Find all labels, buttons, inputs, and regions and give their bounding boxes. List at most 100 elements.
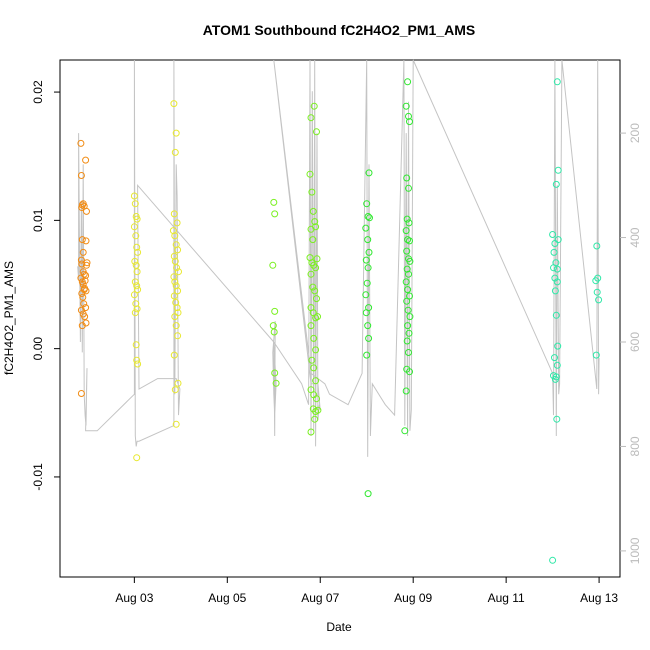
data-point <box>593 288 601 296</box>
data-point <box>82 237 90 245</box>
data-point <box>307 322 315 330</box>
data-point <box>553 278 561 286</box>
data-point <box>364 264 372 272</box>
data-point <box>77 306 85 314</box>
data-point <box>314 406 322 414</box>
data-point <box>311 415 319 423</box>
data-point <box>309 236 317 244</box>
scatter-points-layer <box>77 78 603 564</box>
data-point <box>173 219 181 227</box>
data-point <box>364 322 372 330</box>
data-point <box>309 207 317 215</box>
data-point <box>554 342 562 350</box>
data-point <box>132 261 140 269</box>
x-tick-label: Aug 11 <box>488 591 525 605</box>
data-point <box>404 236 412 244</box>
data-point <box>311 218 319 226</box>
data-point <box>365 334 373 342</box>
data-point <box>171 278 179 286</box>
data-point <box>131 278 139 286</box>
data-point <box>403 337 411 345</box>
data-point <box>77 139 85 147</box>
data-point <box>306 170 314 178</box>
data-point <box>363 279 371 287</box>
x-tick-label: Aug 13 <box>580 591 618 605</box>
data-point <box>130 192 138 200</box>
data-point <box>173 304 181 312</box>
x-tick-label: Aug 07 <box>301 591 339 605</box>
data-point <box>404 286 412 294</box>
data-point <box>130 223 138 231</box>
data-point <box>174 379 182 387</box>
data-point <box>313 255 321 263</box>
data-point <box>80 300 88 308</box>
data-point <box>270 328 278 336</box>
data-point <box>172 299 180 306</box>
data-point <box>402 102 410 110</box>
data-point <box>83 207 90 215</box>
data-point <box>307 428 315 436</box>
data-point <box>310 334 318 342</box>
x-axis: Aug 03 Aug 05 Aug 07 Aug 09 Aug 11 Aug 13 <box>115 577 618 605</box>
data-point <box>269 261 277 269</box>
data-point <box>172 241 180 249</box>
data-point <box>405 329 413 337</box>
chart-title: ATOM1 Southbound fC2H4O2_PM1_AMS <box>203 22 476 38</box>
data-point <box>308 188 316 196</box>
y-axis-left: -0.01 0.00 0.01 0.02 <box>31 80 60 491</box>
data-point <box>406 237 413 245</box>
data-point <box>269 322 277 330</box>
data-point <box>402 227 410 235</box>
data-point <box>133 215 141 223</box>
data-point <box>171 257 179 265</box>
data-point <box>309 283 317 291</box>
data-point <box>551 274 559 282</box>
data-point <box>131 200 139 208</box>
data-point <box>78 322 86 330</box>
data-point <box>552 311 560 319</box>
data-point <box>405 270 412 278</box>
data-point <box>272 379 280 387</box>
data-point <box>364 213 372 220</box>
data-point <box>403 247 411 255</box>
data-point <box>130 291 138 299</box>
y2-tick-label: 1000 <box>628 537 642 564</box>
data-point <box>313 295 320 303</box>
data-point <box>551 354 558 362</box>
data-point <box>271 210 279 218</box>
data-point <box>307 114 315 122</box>
data-point <box>550 264 557 272</box>
data-point <box>174 287 182 295</box>
y-tick-label: 0.02 <box>31 80 45 104</box>
data-point <box>170 100 178 108</box>
data-point <box>549 556 557 564</box>
data-point <box>403 174 411 182</box>
data-point <box>78 236 86 244</box>
data-point <box>311 287 319 295</box>
data-point <box>132 232 140 240</box>
data-point <box>362 309 370 317</box>
data-point <box>79 293 87 301</box>
data-point <box>363 200 371 208</box>
data-point <box>406 313 414 321</box>
data-point <box>313 395 320 403</box>
data-point <box>79 281 87 288</box>
data-point <box>312 314 320 322</box>
data-point <box>365 248 373 256</box>
data-point <box>405 184 412 192</box>
data-point <box>78 201 86 209</box>
data-point <box>592 351 600 359</box>
data-point <box>362 291 370 299</box>
y2-tick-label: 800 <box>628 436 642 456</box>
data-point <box>312 377 320 385</box>
data-point <box>133 305 141 313</box>
data-point <box>77 256 85 264</box>
data-point <box>406 118 413 126</box>
data-point <box>134 248 142 256</box>
data-point <box>77 172 85 179</box>
x-tick-label: Aug 03 <box>115 591 153 605</box>
data-point <box>553 78 561 86</box>
data-point <box>405 112 412 120</box>
data-point <box>83 259 91 267</box>
plot-frame <box>59 59 621 578</box>
